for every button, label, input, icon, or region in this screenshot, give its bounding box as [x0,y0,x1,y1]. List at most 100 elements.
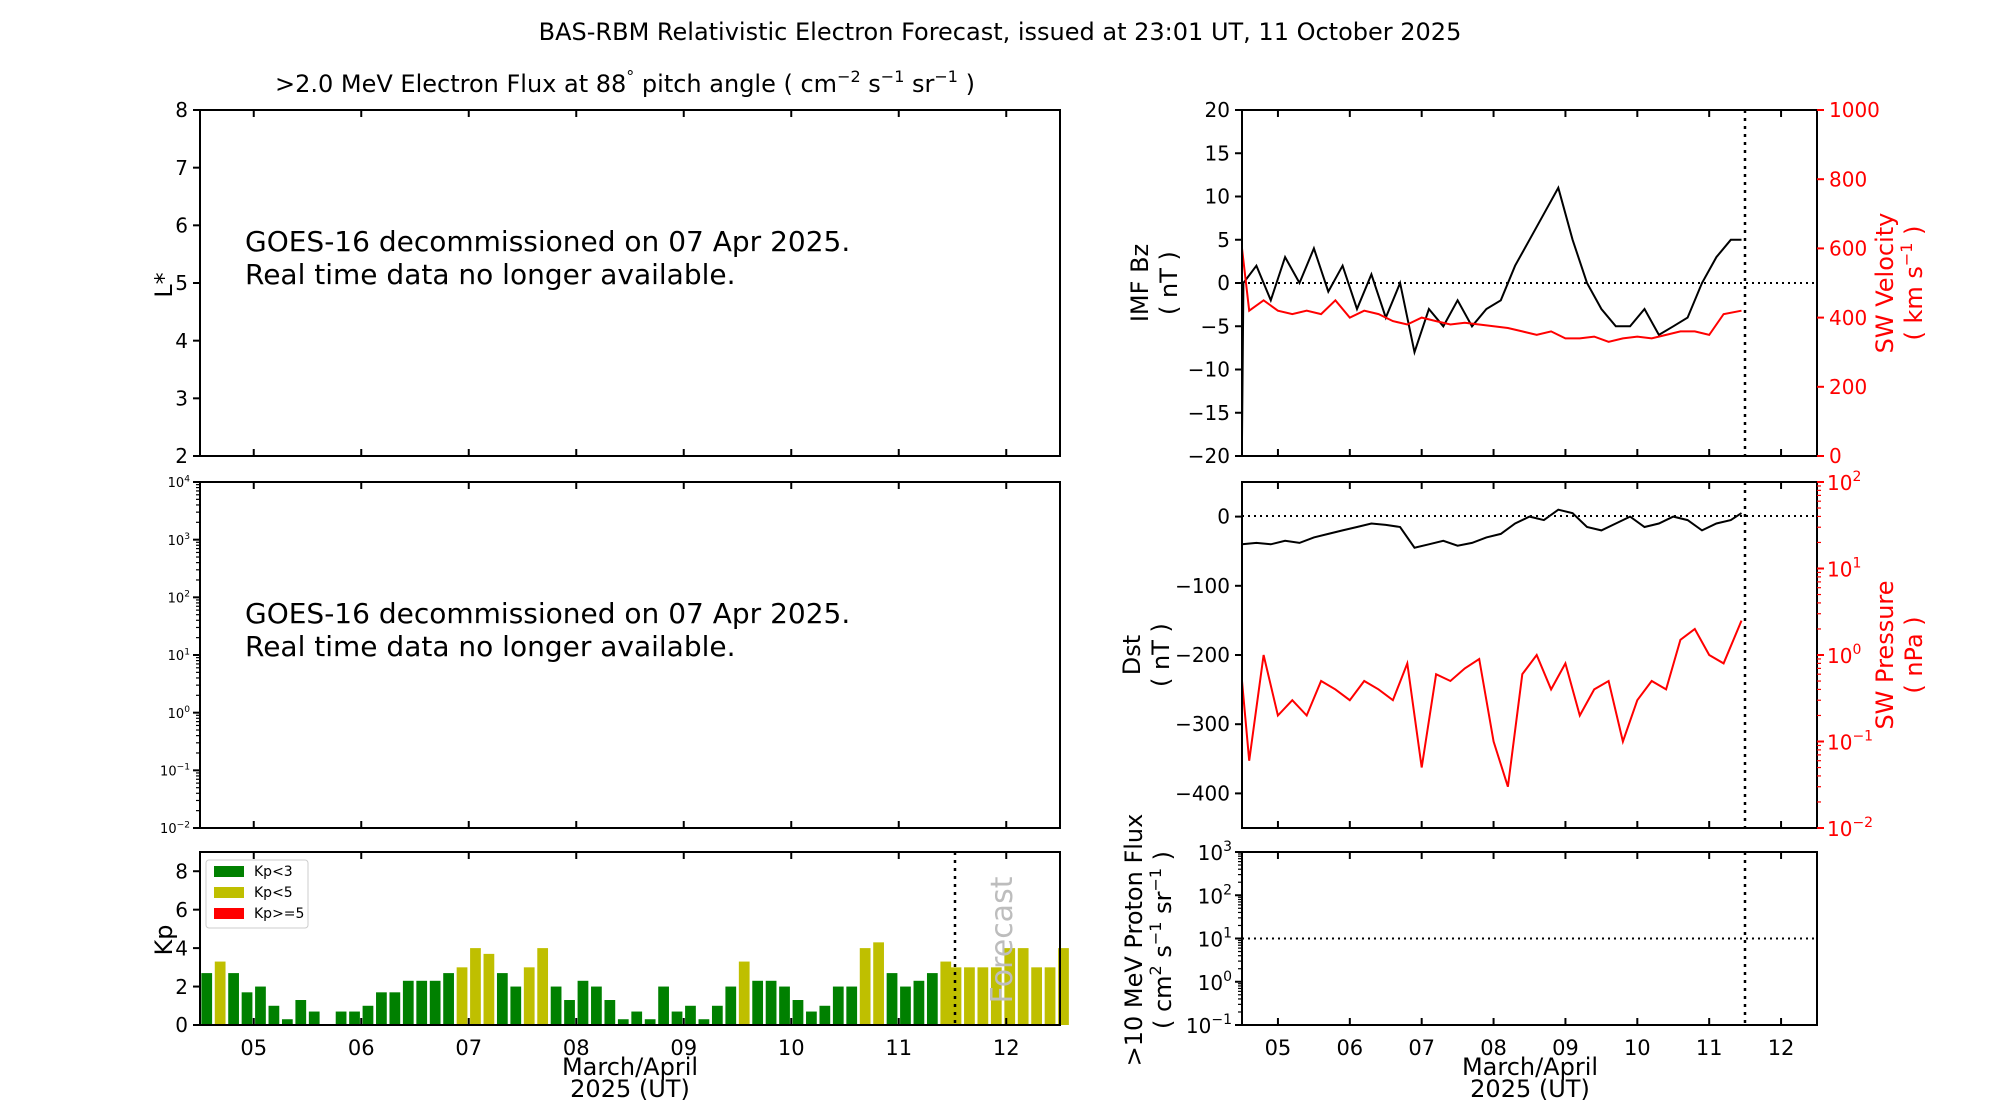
kp-bar [738,961,750,1025]
kp-bar [926,973,938,1025]
kp-bar [496,973,508,1025]
kp-bar [671,1011,683,1025]
imf-y-tick-label: −5 [1201,314,1230,338]
kp-legend-swatch-low [214,866,244,877]
proton-y-ticks: 10−1 100 101 102 103 [1186,839,1242,1038]
imf-y-label-line-2: ( nT ) [1155,251,1183,315]
flux-l-star-panel: >2.0 MeV Electron Flux at 88° pitch angl… [150,67,1061,468]
proton-y-tick-label: 103 [1198,839,1232,865]
kp-bar [281,1019,293,1025]
proton-x-tick-label: 11 [1696,1036,1723,1060]
kp-bar [577,980,589,1025]
flux-l-star-y-tick-label: 8 [175,98,188,122]
proton-x-ticks: 05 06 07 08 09 10 11 12 [1265,852,1794,1060]
proton-y-tick-label: 100 [1198,969,1232,995]
kp-bar [644,1019,656,1025]
kp-forecast-bar [1031,967,1042,1025]
sw-velocity-y-tick-label: 400 [1829,306,1867,330]
kp-y-tick-label: 0 [175,1013,188,1037]
kp-y-tick-label: 8 [175,859,188,883]
kp-bar [241,992,253,1025]
proton-y-label-line-2: ( cm2 s−1 sr−1 ) [1146,851,1177,1029]
sw-velocity-y-tick-label: 1000 [1829,98,1880,122]
sw-pressure-label-line-2: ( nPa ) [1900,616,1928,693]
dst-x-ticks [1276,482,1783,828]
sw-pressure-series [1241,620,1743,788]
kp-bar [402,980,414,1025]
imf-x-ticks [1276,110,1783,456]
kp-forecast-bar [977,967,989,1025]
dst-y-label-line-1: Dst [1118,635,1146,675]
kp-x-tick-label: 06 [348,1036,375,1060]
kp-y-tick-label: 6 [175,898,188,922]
kp-x-tick-label: 11 [885,1036,912,1060]
flux-l-star-y-tick-label: 5 [175,271,188,295]
proton-x-tick-label: 07 [1408,1036,1435,1060]
sw-velocity-y-tick-label: 200 [1829,375,1867,399]
flux-energy-message-line-1: GOES-16 decommissioned on 07 Apr 2025. [245,597,850,630]
kp-x-tick-label: 05 [240,1036,267,1060]
imf-y-label-line-1: IMF Bz [1126,244,1154,322]
kp-bar [779,986,790,1025]
dst-y-tick-label: −200 [1175,643,1230,667]
sw-velocity-label-line-1: SW Velocity [1871,213,1899,354]
proton-x-label-line-2: 2025 (UT) [1470,1075,1590,1100]
flux-l-star-y-label: L* [150,272,178,297]
kp-legend-label-mid: Kp<5 [254,885,293,901]
dst-y-tick-label: −100 [1175,574,1230,598]
kp-bar [711,1005,723,1025]
kp-legend: Kp<3 Kp<5 Kp>=5 [205,859,309,929]
kp-x-tick-label: 12 [993,1036,1020,1060]
proton-plot-area [1241,851,1818,1026]
flux-l-star-y-tick-label: 4 [175,329,188,353]
kp-bar [335,1011,347,1025]
kp-bar [456,967,468,1025]
kp-bar [819,1005,831,1025]
proton-y-tick-label: 101 [1198,926,1232,952]
kp-bar [389,992,401,1025]
kp-y-label: Kp [150,925,178,956]
sw-pressure-y-tick-label: 102 [1827,469,1861,495]
kp-bar [859,948,871,1025]
flux-l-star-x-ticks [252,110,1008,456]
kp-bar [631,1011,643,1025]
kp-x-tick-label: 09 [670,1036,697,1060]
kp-bar [523,967,535,1025]
dst-y-tick-label: −300 [1175,712,1230,736]
kp-bar [806,1011,817,1025]
imf-plot-area [1241,109,1818,457]
sw-pressure-label-line-1: SW Pressure [1871,580,1899,729]
sw-pressure-y-tick-label: 100 [1827,642,1861,668]
imf-y-tick-label: −15 [1188,401,1230,425]
kp-panel: Forecast 0 2 4 6 8 05 06 07 08 09 10 11 12 Kp March… [150,851,1069,1100]
kp-y-ticks: 0 2 4 6 8 [175,859,200,1037]
imf-y-tick-label: 20 [1205,98,1230,122]
kp-bar [617,1019,629,1025]
flux-energy-y-ticks: 10−2 10−1 100 101 102 103 104 [160,474,200,837]
sw-pressure-y-ticks: 10−2 10−1 100 101 102 [1817,469,1873,841]
kp-forecast-label: Forecast [985,876,1020,1003]
proton-x-tick-label: 09 [1552,1036,1579,1060]
proton-x-tick-label: 10 [1624,1036,1651,1060]
kp-x-tick-label: 07 [455,1036,482,1060]
flux-energy-panel: 10−2 10−1 100 101 102 103 104 GOES-16 decommis… [160,474,1061,837]
flux-energy-y-tick-label: 100 [168,705,191,722]
imf-y-tick-label: 15 [1205,141,1230,165]
kp-bar [725,986,737,1025]
kp-plot-area [199,851,1061,1026]
flux-l-star-y-tick-label: 2 [175,444,188,468]
kp-bar [591,986,602,1025]
kp-bar [429,980,441,1025]
kp-bar [604,1000,616,1025]
imf-y-tick-label: 5 [1217,228,1230,252]
kp-forecast-bar [964,967,975,1025]
kp-y-tick-label: 4 [175,936,188,960]
kp-bar [443,973,454,1025]
kp-bar [792,1000,804,1025]
flux-panel-title: >2.0 MeV Electron Flux at 88° pitch angl… [275,67,975,98]
imf-y-tick-label: −20 [1188,444,1230,468]
kp-bar [268,1005,280,1025]
sw-velocity-y-tick-label: 0 [1829,444,1842,468]
dst-y-ticks: −400 −300 −200 −100 0 [1175,505,1242,805]
